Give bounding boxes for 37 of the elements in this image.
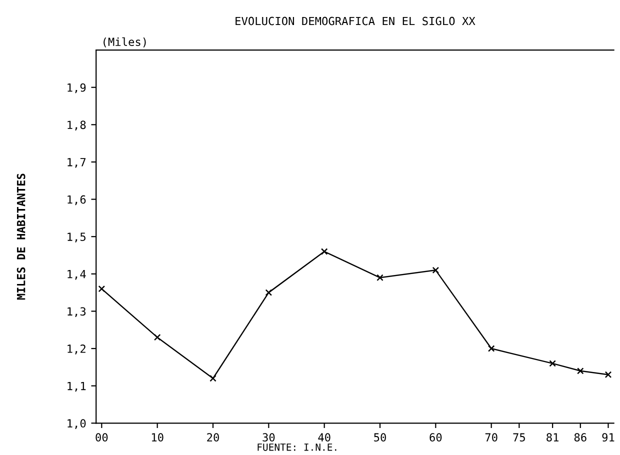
- x-tick-label: 30: [262, 433, 275, 442]
- y-tick-label: 1,0: [68, 419, 86, 429]
- y-tick-label: 1,8: [68, 120, 86, 130]
- y-tick-label: 1,9: [68, 83, 86, 94]
- x-tick-label: 50: [374, 433, 386, 442]
- text: (Miles): [104, 37, 146, 48]
- x-tick-label: 91: [602, 433, 614, 442]
- point: [154, 334, 161, 341]
- x-tick-label: 75: [513, 433, 525, 442]
- x-tick-label: 10: [152, 433, 164, 442]
- point: [576, 368, 584, 374]
- point: [320, 248, 328, 255]
- y-tick-label: 1,4: [68, 270, 86, 280]
- point: [488, 345, 495, 352]
- x-tick-label: 40: [318, 433, 330, 442]
- point: [265, 289, 272, 296]
- chart-title: EVOLUCION DEMOGRAFICA EN EL SIGLO XX: [236, 16, 476, 26]
- point: [549, 360, 556, 367]
- point: [376, 274, 384, 282]
- x-tick-label: 81: [546, 433, 559, 442]
- y-tick-label: 1,6: [68, 195, 86, 206]
- y-tick-label: 1,1: [68, 382, 86, 392]
- y-tick-label: 1,2: [68, 344, 86, 354]
- x-tick-label: 00: [96, 433, 108, 442]
- y-axis-title: MILES DE HABITANTES: [16, 174, 26, 300]
- point: [210, 374, 216, 382]
- x-tick-label: 86: [574, 433, 586, 442]
- x-tick-label: 20: [207, 433, 219, 442]
- source-note: FUENTE: I.N.E.: [258, 444, 336, 451]
- x-tick-label: 60: [430, 433, 442, 442]
- point: [604, 371, 612, 378]
- y-tick-label: 1,3: [68, 307, 86, 318]
- point: [98, 285, 106, 292]
- x-tick-label: 70: [485, 433, 498, 442]
- y-tick-label: 1,5: [68, 232, 86, 242]
- point: [432, 266, 440, 274]
- y-tick-label: 1,7: [68, 158, 86, 168]
